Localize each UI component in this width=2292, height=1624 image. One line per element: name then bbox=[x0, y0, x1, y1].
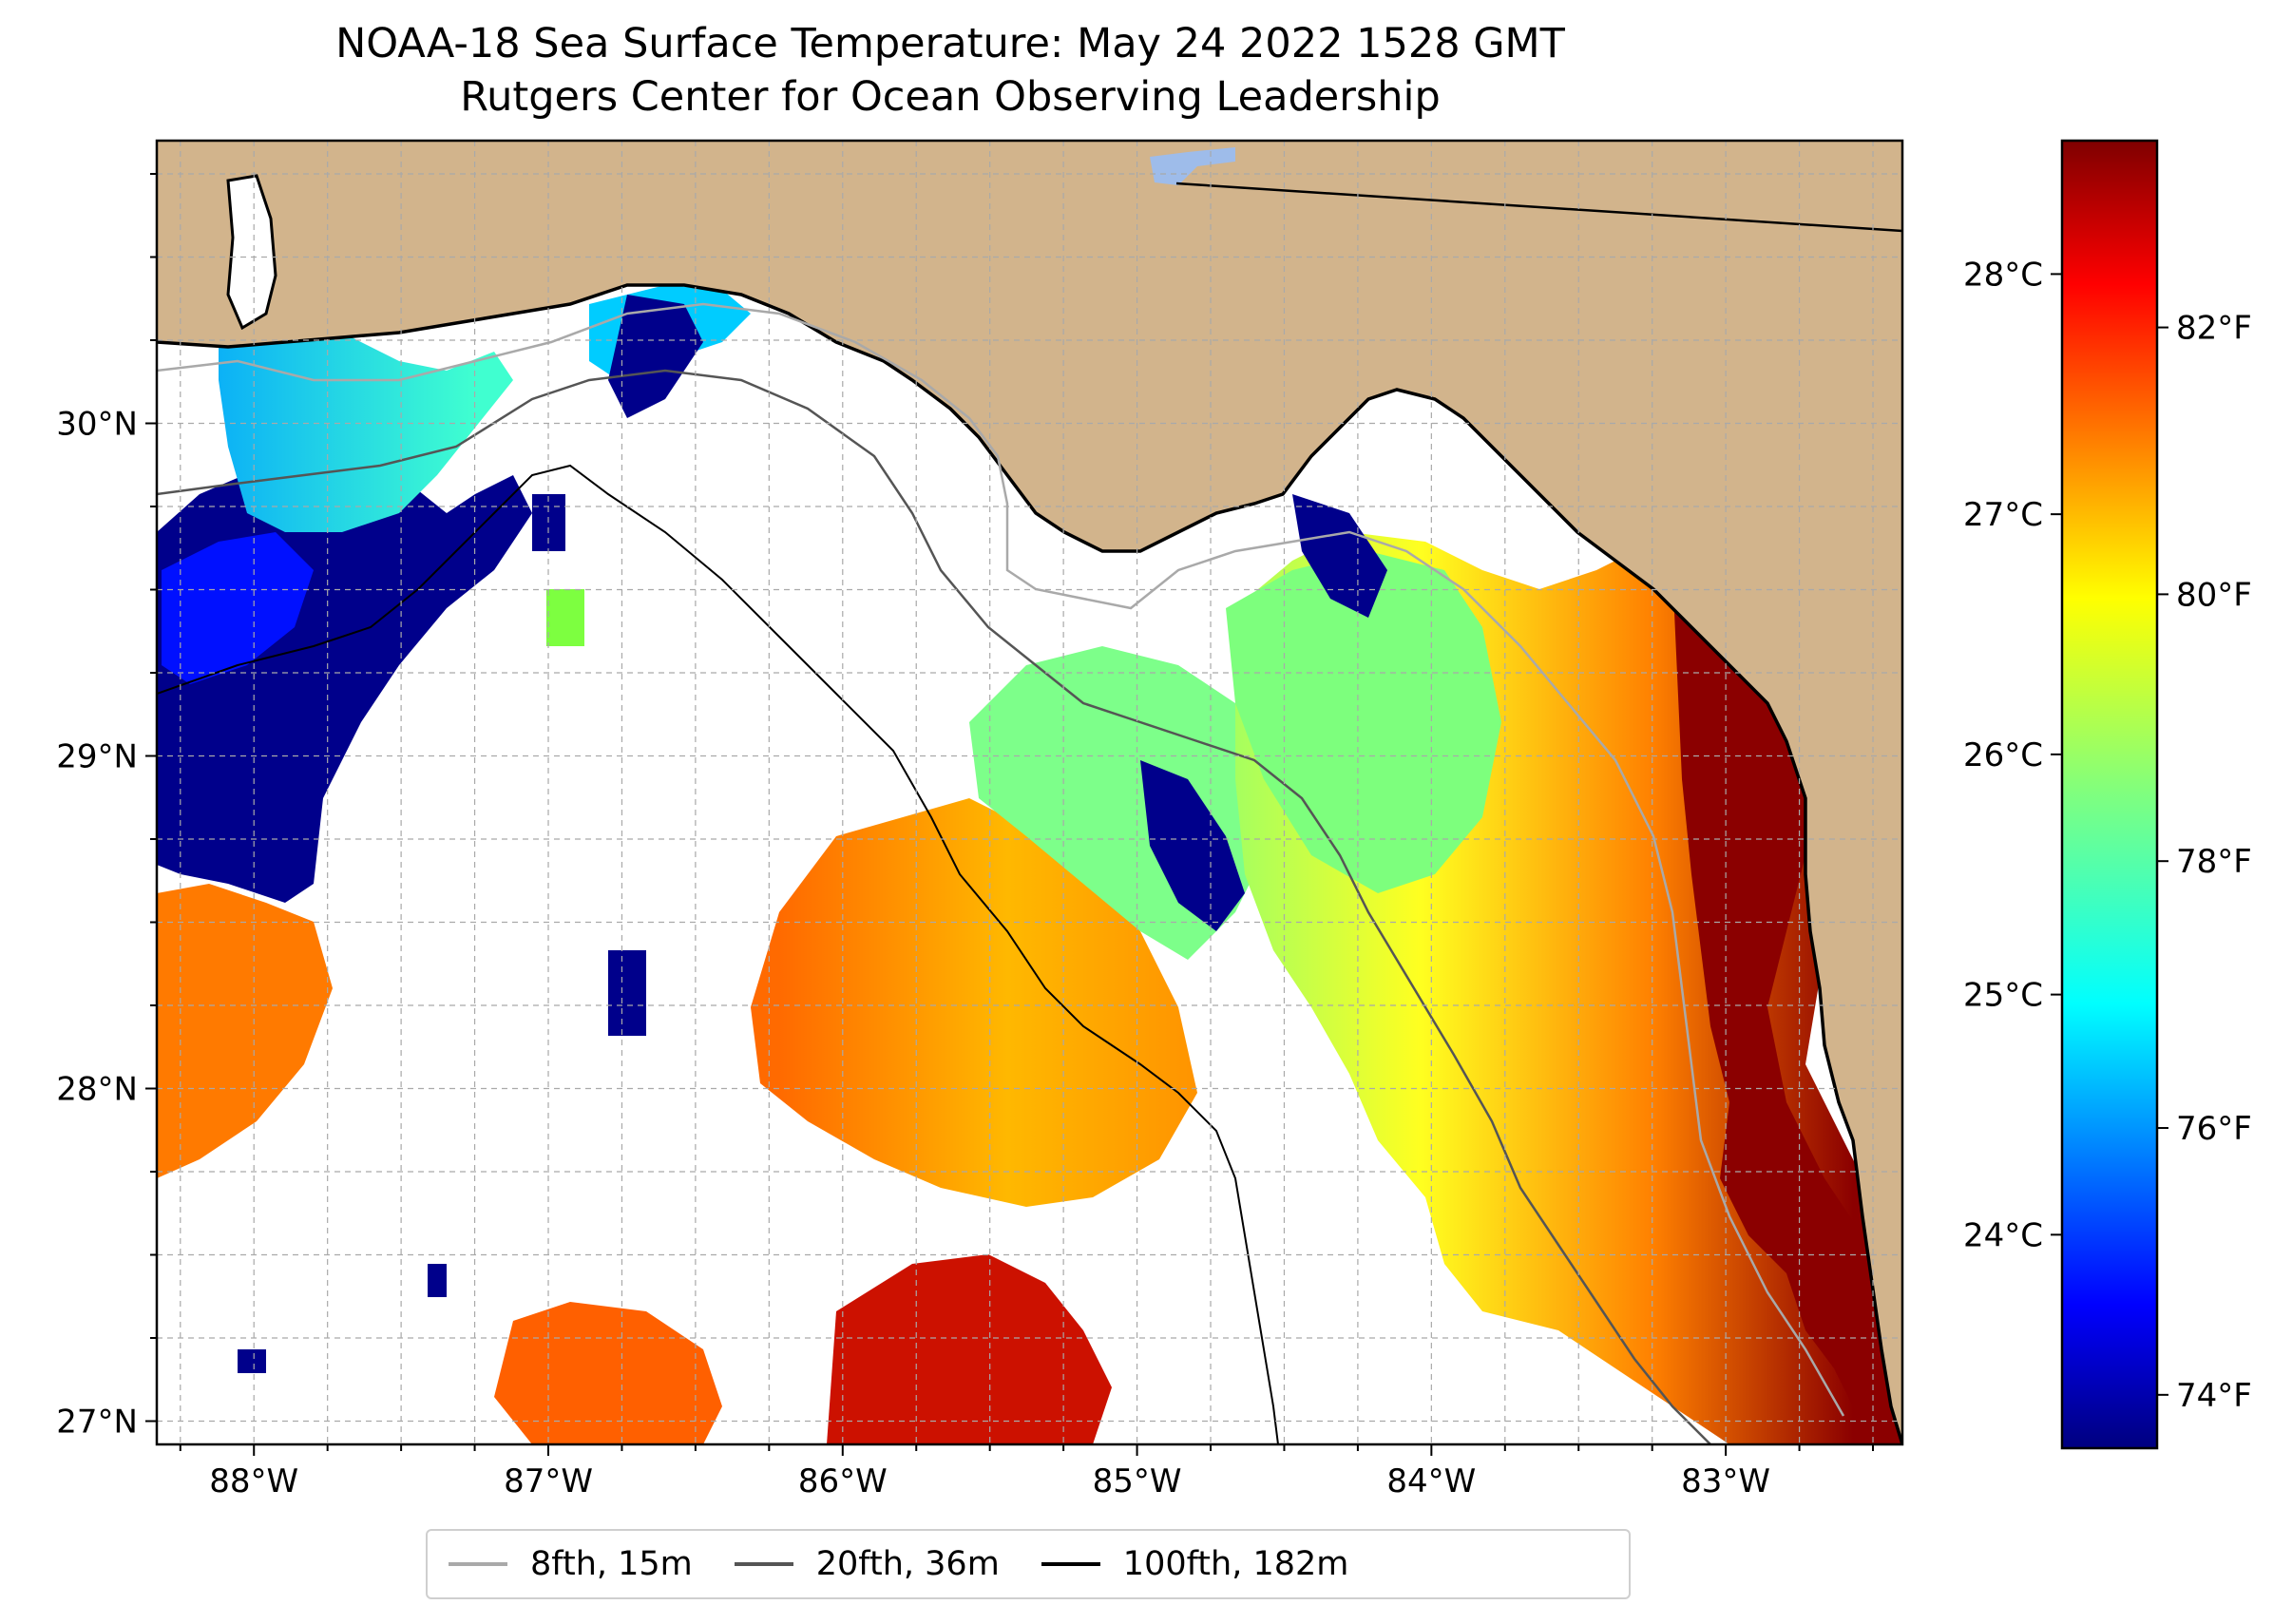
sst-region-east-darkred bbox=[1672, 570, 1902, 1444]
colorbar-f-tick-label: 78°F bbox=[2176, 843, 2252, 881]
sst-region-west-blue bbox=[162, 532, 314, 684]
legend-item-8fth: 8fth, 15m bbox=[449, 1545, 693, 1583]
legend-label-8fth: 8fth, 15m bbox=[530, 1545, 693, 1583]
map-panel bbox=[157, 141, 1902, 1444]
land-mass bbox=[157, 141, 1902, 1444]
lon-tick-label: 83°W bbox=[1681, 1462, 1770, 1500]
lat-tick-label: 29°N bbox=[56, 738, 138, 776]
contour-100fth-182m bbox=[157, 464, 1279, 1444]
gridlines bbox=[157, 141, 1902, 1444]
colorbar-c-tick-label: 24°C bbox=[1963, 1216, 2043, 1254]
sst-region-east-green bbox=[1226, 551, 1501, 893]
contour-20fth-36m bbox=[157, 369, 1711, 1444]
legend-item-20fth: 20fth, 36m bbox=[734, 1545, 1000, 1583]
sst-region-central-warm bbox=[751, 798, 1197, 1207]
chart-title: NOAA-18 Sea Surface Temperature: May 24 … bbox=[335, 20, 1565, 67]
sst-region-south-red bbox=[827, 1254, 1112, 1444]
colorbar-c-tick-label: 28°C bbox=[1963, 256, 2043, 294]
colorbar-f-tick-label: 82°F bbox=[2176, 310, 2252, 348]
legend-swatch-100fth bbox=[1041, 1562, 1100, 1566]
legend: 8fth, 15m 20fth, 36m 100fth, 182m bbox=[426, 1529, 1631, 1599]
sst-region-central-cold bbox=[1140, 760, 1245, 931]
lon-tick-label: 87°W bbox=[504, 1462, 593, 1500]
sst-spot-cold bbox=[608, 950, 646, 1036]
legend-swatch-8fth bbox=[449, 1562, 507, 1566]
lon-tick-label: 88°W bbox=[209, 1462, 298, 1500]
colorbar-c-tick-label: 27°C bbox=[1963, 496, 2043, 534]
lat-tick-label: 28°N bbox=[56, 1071, 138, 1109]
chart-subtitle: Rutgers Center for Ocean Observing Leade… bbox=[460, 73, 1441, 121]
sst-region-northeast-blue bbox=[1292, 494, 1387, 618]
colorbar-celsius-axis: 24°C 25°C 26°C 27°C 28°C bbox=[1963, 256, 2062, 1254]
sst-region-north-blue bbox=[608, 295, 703, 418]
colorbar bbox=[2060, 139, 2159, 1450]
sst-data-layer bbox=[157, 285, 1902, 1444]
lat-tick-label: 27°N bbox=[56, 1404, 138, 1442]
colorbar-c-tick-label: 26°C bbox=[1963, 736, 2043, 774]
lon-tick-label: 86°W bbox=[798, 1462, 888, 1500]
sst-region-south-orange bbox=[494, 1302, 722, 1444]
legend-swatch-20fth bbox=[734, 1562, 793, 1566]
sst-region-west-cool bbox=[219, 285, 513, 532]
colorbar-f-tick-label: 74°F bbox=[2176, 1377, 2252, 1415]
colorbar-f-tick-label: 80°F bbox=[2176, 576, 2252, 614]
longitude-axis: 88°W 87°W 86°W 85°W 84°W 83°W bbox=[179, 1444, 1875, 1500]
legend-label-100fth: 100fth, 182m bbox=[1122, 1545, 1349, 1583]
lake-blue bbox=[1150, 147, 1235, 185]
colorbar-f-tick-label: 76°F bbox=[2176, 1110, 2252, 1148]
map-frame bbox=[155, 139, 1904, 1446]
lat-tick-label: 30°N bbox=[56, 406, 138, 444]
sst-spot-cold bbox=[238, 1349, 266, 1373]
colorbar-fahrenheit-axis: 74°F 76°F 78°F 80°F 82°F bbox=[2157, 310, 2252, 1415]
state-border bbox=[1175, 182, 1902, 233]
lon-tick-label: 85°W bbox=[1093, 1462, 1182, 1500]
coastline bbox=[157, 283, 1902, 1444]
legend-item-100fth: 100fth, 182m bbox=[1041, 1545, 1349, 1583]
sst-spot-green bbox=[546, 589, 584, 646]
sst-spot-cold bbox=[428, 1264, 447, 1297]
sst-region-west-warm bbox=[157, 884, 333, 1178]
colorbar-c-tick-label: 25°C bbox=[1963, 977, 2043, 1015]
legend-label-20fth: 20fth, 36m bbox=[815, 1545, 1000, 1583]
latitude-axis: 27°N 28°N 29°N 30°N bbox=[56, 173, 157, 1442]
lon-tick-label: 84°W bbox=[1386, 1462, 1476, 1500]
